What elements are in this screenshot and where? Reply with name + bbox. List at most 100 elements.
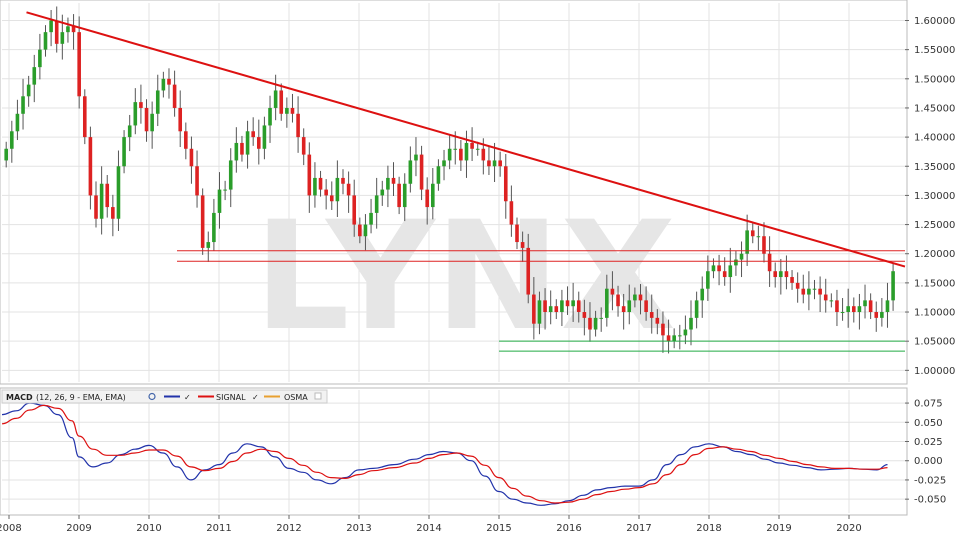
candle-body [767,253,772,272]
candle-body [285,107,289,114]
candle-body [386,177,390,190]
price-y-axis: 1.60000 1.55000 1.50000 1.45000 1.40000 1.350… [905,16,955,377]
price-tick-label: 1.00000 [914,366,955,377]
candle-body [515,224,519,243]
candle-body [408,160,413,184]
signal-check-icon[interactable]: ✓ [252,393,259,402]
price-tick-label: 1.25000 [914,220,955,231]
candle-body [49,20,53,33]
candle-body [745,230,749,254]
candle-body [402,183,407,208]
candle-body [290,107,295,114]
candle-body [773,271,778,278]
candle-body [487,160,491,167]
candle-body [296,113,300,138]
candle-body [150,113,154,132]
macd-check-icon[interactable]: ✓ [184,393,191,402]
price-tick-label: 1.45000 [914,103,955,114]
candle-body [694,300,699,318]
price-tick-label: 1.35000 [914,162,955,173]
candle-body [268,107,272,126]
candle-body [212,212,216,243]
candle-body [599,317,603,319]
horizontal-levels [177,250,905,352]
candle-body [739,253,744,260]
candle-body [762,236,766,254]
candle-body [655,317,660,324]
candle-body [111,207,115,219]
candle-body [453,148,458,150]
macd-grid [2,390,905,513]
osma-checkbox-icon[interactable] [314,392,322,400]
macd-legend: MACD (12, 26, 9 - EMA, EMA) ✓ SIGNAL ✓ O… [1,389,328,404]
candle-body [431,183,435,208]
candle-body [734,259,738,266]
candle-body [15,113,20,132]
candle-body [880,312,884,318]
candle-body [795,282,800,289]
x-tick-label: 2012 [276,523,301,534]
candle-body [352,195,357,225]
macd-tick-label: 0.000 [914,456,943,467]
candle-body [818,288,822,295]
candle-body [346,183,351,196]
x-tick-label: 2019 [766,523,791,534]
candle-body [26,84,31,97]
candle-body [419,154,424,190]
candle-body [324,189,328,196]
candle-body [54,20,59,44]
price-tick-label: 1.05000 [914,337,955,348]
watermark-lynx: LYNX [254,190,676,364]
candle-body [363,224,368,237]
candle-body [436,166,441,184]
price-tick-label: 1.30000 [914,191,955,202]
candle-body [122,137,126,167]
candle-body [509,201,514,225]
candle-body [245,131,250,155]
candle-body [262,125,267,149]
price-tick-label: 1.20000 [914,249,955,260]
candle-body [88,137,93,196]
settings-icon[interactable] [148,392,156,401]
candle-body [470,142,474,149]
candle-body [380,189,385,196]
x-tick-label: 2008 [0,523,22,534]
candle-body [391,177,396,184]
candle-body [94,195,98,219]
candle-body [593,317,598,330]
candle-body [223,189,227,191]
candle-body [335,177,340,202]
candle-body [82,96,87,138]
candle-body [633,294,637,301]
candle-body [857,306,862,313]
candle-body [313,177,317,196]
candle-body [139,102,143,108]
candle-body [627,300,632,313]
candle-body [184,131,188,149]
candle-body [835,300,839,313]
price-tick-label: 1.15000 [914,278,955,289]
price-tick-label: 1.10000 [914,308,955,319]
signal-line [1,404,888,504]
candle-body [829,300,834,302]
candle-body [167,78,171,85]
macd-line [1,402,888,506]
candle-body [677,335,682,337]
candle-body [503,166,508,202]
candle-body [790,277,794,283]
candle-body [60,32,65,44]
candle-body [273,90,278,108]
candle-body [756,236,761,238]
candle-body [644,300,648,313]
candle-body [425,189,429,208]
candle-body [560,300,564,313]
x-tick-label: 2011 [206,523,231,534]
macd-tick-label: 0.050 [914,418,943,429]
candle-body [750,230,755,237]
price-tick-label: 1.60000 [914,16,955,27]
candle-body [554,306,559,313]
candle-body [21,96,25,114]
candle-body [565,300,570,307]
x-tick-label: 2016 [556,523,581,534]
x-tick-label: 2010 [136,523,161,534]
